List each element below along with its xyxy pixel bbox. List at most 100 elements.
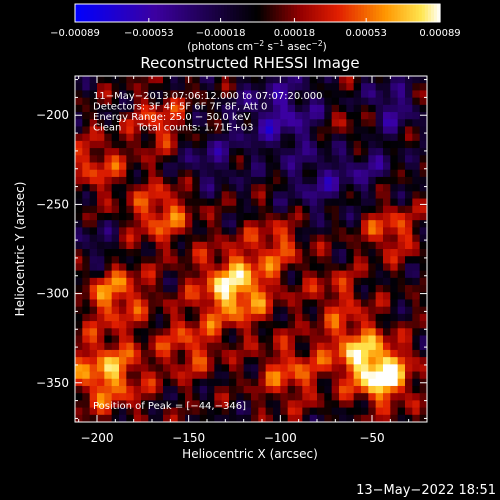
heatmap-cell <box>383 313 391 322</box>
heatmap-cell <box>229 306 237 315</box>
heatmap-cell <box>331 227 340 236</box>
heatmap-cell <box>243 299 252 308</box>
heatmap-cell <box>302 184 311 192</box>
heatmap-cell <box>361 104 369 113</box>
heatmap-cell <box>361 212 369 221</box>
heatmap-cell <box>221 357 230 365</box>
heatmap-cell <box>163 400 171 409</box>
heatmap-cell <box>97 270 105 279</box>
heatmap-cell <box>192 306 201 315</box>
heatmap-cell <box>236 285 245 293</box>
colorbar-segment <box>339 4 344 22</box>
heatmap-cell <box>295 126 303 135</box>
heatmap-cell <box>170 191 179 200</box>
heatmap-cell <box>280 321 289 329</box>
heatmap-cell <box>251 378 259 387</box>
heatmap-cell <box>346 313 355 322</box>
heatmap-cell <box>317 270 325 279</box>
heatmap-cell <box>192 263 201 272</box>
heatmap-cell <box>243 126 252 135</box>
heatmap-cell <box>177 270 186 279</box>
heatmap-cell <box>207 126 215 135</box>
heatmap-cell <box>104 306 113 315</box>
heatmap-cell <box>368 313 377 322</box>
colorbar-segment <box>397 4 402 22</box>
colorbar-segment <box>102 4 107 22</box>
heatmap-cell <box>243 400 252 409</box>
colorbar-tick-label: 0.00018 <box>274 28 315 39</box>
heatmap-cell <box>383 176 391 185</box>
heatmap-cell <box>273 184 281 192</box>
heatmap-cell <box>89 227 98 236</box>
heatmap-cell <box>273 342 281 351</box>
heatmap-cell <box>397 119 406 127</box>
heatmap-cell <box>97 220 105 228</box>
colorbar-segment <box>327 4 332 22</box>
heatmap-cell <box>390 126 399 135</box>
heatmap-cell <box>331 393 340 401</box>
heatmap-cell <box>119 191 127 200</box>
heatmap-cell <box>221 90 230 99</box>
heatmap-cell <box>148 212 157 221</box>
heatmap-cell <box>119 292 127 300</box>
heatmap-cell <box>317 328 325 336</box>
heatmap-cell <box>97 249 105 257</box>
colorbar-segment <box>144 4 149 22</box>
heatmap-cell <box>163 184 171 192</box>
heatmap-cell <box>317 277 325 286</box>
heatmap-cell <box>214 220 223 228</box>
heatmap-cell <box>133 205 142 214</box>
heatmap-cell <box>339 205 347 214</box>
heatmap-cell <box>97 205 105 214</box>
heatmap-cell <box>309 155 318 163</box>
heatmap-cell <box>375 169 384 178</box>
heatmap-cell <box>317 292 325 300</box>
heatmap-cell <box>361 270 369 279</box>
heatmap-cell <box>199 220 208 228</box>
heatmap-cell <box>126 400 135 409</box>
heatmap-cell <box>170 212 179 221</box>
heatmap-cell <box>324 220 333 228</box>
heatmap-cell <box>346 378 355 387</box>
heatmap-cell <box>148 198 157 207</box>
heatmap-cell <box>243 378 252 387</box>
heatmap-cell <box>265 112 274 120</box>
heatmap-cell <box>353 104 362 113</box>
heatmap-cell <box>265 349 274 358</box>
heatmap-cell <box>375 299 384 308</box>
heatmap-cell <box>163 385 171 394</box>
heatmap-cell <box>177 357 186 365</box>
heatmap-cell <box>265 212 274 221</box>
heatmap-cell <box>148 176 157 185</box>
heatmap-cell <box>229 148 237 156</box>
heatmap-cell <box>258 414 267 423</box>
heatmap-cell <box>207 140 215 149</box>
heatmap-cell <box>309 263 318 272</box>
heatmap-cell <box>324 126 333 135</box>
heatmap-cell <box>412 97 421 106</box>
heatmap-cell <box>236 104 245 113</box>
heatmap-cell <box>273 371 281 380</box>
heatmap-cell <box>170 227 179 236</box>
heatmap-cell <box>368 198 377 207</box>
colorbar-segment <box>217 4 222 22</box>
heatmap-cell <box>119 342 127 351</box>
heatmap-cell <box>339 227 347 236</box>
heatmap-cell <box>185 97 193 106</box>
heatmap-cell <box>383 371 391 380</box>
heatmap-cell <box>155 306 164 315</box>
heatmap-cell <box>243 407 252 416</box>
heatmap-cell <box>258 184 267 192</box>
heatmap-cell <box>89 176 98 185</box>
heatmap-cell <box>214 234 223 243</box>
heatmap-cell <box>280 385 289 394</box>
heatmap-cell <box>273 378 281 387</box>
heatmap-cell <box>324 162 333 171</box>
heatmap-cell <box>214 328 223 336</box>
heatmap-cell <box>258 385 267 394</box>
heatmap-cell <box>148 184 157 192</box>
heatmap-cell <box>265 313 274 322</box>
chart-title: Reconstructed RHESSI Image <box>140 54 359 72</box>
heatmap-cell <box>97 169 105 178</box>
heatmap-cell <box>133 277 142 286</box>
